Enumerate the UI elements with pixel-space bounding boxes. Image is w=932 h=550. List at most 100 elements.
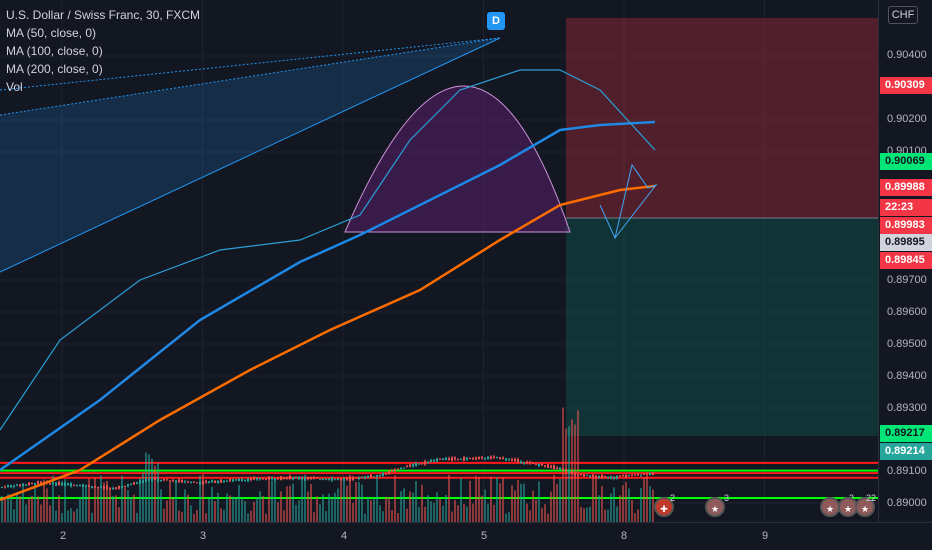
volume-bar — [10, 494, 12, 522]
volume-bar — [100, 475, 102, 522]
volume-bar — [397, 513, 399, 522]
volume-bar — [115, 495, 117, 522]
candle-body — [181, 479, 183, 483]
price-tag: 0.90069 — [880, 153, 932, 170]
price-tick: 0.89000 — [887, 497, 927, 509]
candle-body — [331, 477, 333, 481]
volume-bar — [148, 454, 150, 522]
symbol-title[interactable]: U.S. Dollar / Swiss Franc, 30, FXCM — [6, 8, 201, 22]
candle-body — [622, 475, 624, 477]
candle-body — [607, 477, 609, 479]
currency-button[interactable]: CHF — [888, 6, 918, 24]
candle-body — [448, 458, 450, 460]
legend-volume[interactable]: Vol — [6, 80, 23, 94]
volume-bar — [430, 501, 432, 522]
volume-bar — [250, 510, 252, 522]
candle-body — [475, 457, 477, 460]
volume-bar — [181, 511, 183, 522]
volume-bar — [565, 428, 567, 522]
candle-body — [7, 485, 9, 488]
volume-bar — [343, 477, 345, 522]
price-tick: 0.89300 — [887, 402, 927, 414]
volume-bar — [373, 498, 375, 522]
candle-body — [334, 478, 336, 480]
volume-bar — [649, 486, 651, 522]
volume-bar — [103, 482, 105, 522]
candle-body — [256, 478, 258, 480]
candle-body — [400, 467, 402, 469]
candle-body — [286, 477, 288, 479]
volume-bar — [352, 502, 354, 522]
candle-body — [289, 475, 291, 480]
candle-body — [55, 482, 57, 486]
volume-bar — [82, 483, 84, 522]
volume-bar — [379, 505, 381, 522]
candle-body — [226, 480, 228, 482]
volume-bar — [94, 477, 96, 522]
candle-body — [598, 475, 600, 478]
volume-bar — [643, 476, 645, 522]
legend-ma200[interactable]: MA (200, close, 0) — [6, 62, 103, 76]
candle-body — [19, 484, 21, 486]
ma100-line — [0, 120, 656, 472]
volume-bar — [202, 474, 204, 522]
volume-bar — [451, 511, 453, 522]
candle-body — [418, 463, 420, 465]
candle-body — [310, 477, 312, 479]
volume-bar — [295, 504, 297, 522]
volume-bar — [616, 506, 618, 522]
volume-bar — [76, 508, 78, 522]
volume-bar — [274, 479, 276, 522]
time-axis[interactable]: 2 3 4 5 8 9 — [0, 522, 932, 550]
economic-event-icon[interactable]: ✚ — [654, 497, 674, 517]
volume-bar — [151, 458, 153, 522]
candle-body — [388, 470, 390, 474]
volume-bar — [490, 476, 492, 522]
volume-bar — [589, 506, 591, 522]
candle-body — [187, 481, 189, 483]
volume-bar — [19, 496, 21, 522]
candle-body — [223, 480, 225, 483]
candle-body — [370, 474, 372, 478]
legend-ma50[interactable]: MA (50, close, 0) — [6, 26, 97, 40]
us-flag-event-icon[interactable]: ★ — [820, 497, 840, 517]
candle-body — [586, 474, 588, 476]
volume-bar — [370, 499, 372, 522]
take-profit-zone — [566, 218, 878, 436]
candle-body — [433, 459, 435, 462]
candle-body — [640, 474, 642, 476]
dividend-marker[interactable]: D — [487, 12, 505, 30]
candle-body — [592, 474, 594, 477]
volume-bar — [586, 507, 588, 522]
volume-bar — [157, 462, 159, 522]
volume-bar — [241, 498, 243, 522]
price-tick: 0.90400 — [887, 49, 927, 61]
legend-ma100[interactable]: MA (100, close, 0) — [6, 44, 103, 58]
volume-bar — [433, 502, 435, 522]
us-flag-event-icon[interactable]: ★ — [705, 497, 725, 517]
volume-bar — [226, 493, 228, 522]
price-tag: 0.89895 — [880, 234, 932, 251]
candle-body — [160, 479, 162, 481]
volume-bar — [559, 478, 561, 522]
candle-body — [241, 478, 243, 482]
volume-bar — [469, 480, 471, 522]
candle-body — [472, 458, 474, 460]
candle-body — [652, 472, 654, 476]
candle-body — [628, 475, 630, 477]
volume-bar — [322, 494, 324, 522]
candle-body — [379, 475, 381, 477]
us-flag-event-icon[interactable]: ★ — [855, 497, 875, 517]
candle-body — [523, 462, 525, 464]
volume-bar — [508, 512, 510, 522]
volume-bar — [238, 484, 240, 522]
candle-body — [220, 479, 222, 483]
candle-body — [166, 479, 168, 481]
candle-body — [604, 476, 606, 478]
volume-bar — [85, 485, 87, 522]
volume-bar — [427, 495, 429, 522]
candle-body — [484, 457, 486, 460]
price-tag: 0.89988 — [880, 179, 932, 196]
